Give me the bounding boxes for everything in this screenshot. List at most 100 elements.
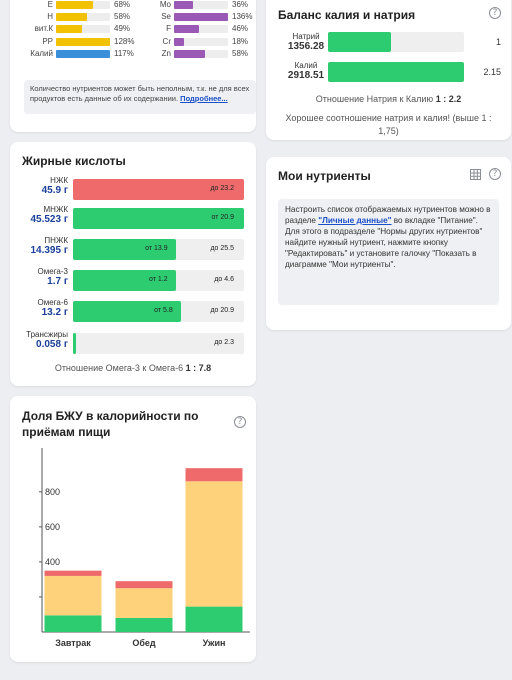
my-nutrients-hint: Настроить список отображаемых нутриентов… [278, 199, 499, 305]
fatty-acid-name: Омега-6 [37, 298, 68, 307]
fatty-acid-bar: от 13.9 до 25.5 [73, 239, 244, 260]
fatty-acid-value: 1.7 г [47, 276, 68, 287]
bar-segment [44, 575, 102, 616]
sodium-bar [328, 32, 464, 52]
nutrient-percent: 18% [232, 36, 249, 46]
bar-segment [44, 615, 102, 632]
nutrient-bar-fill [56, 25, 83, 34]
bju-stacked-bar-chart: 200400600800ЗавтракОбедУжин [39, 448, 250, 648]
fatty-acid-row: НЖК 45.9 г до 23.2 [10, 176, 256, 208]
help-icon[interactable]: ? [234, 416, 246, 428]
fatty-acids-card: Жирные кислоты НЖК 45.9 г до 23.2 МНЖК 45.52… [10, 142, 256, 386]
norm-max-label: до 23.2 [210, 185, 234, 192]
nutrient-bar-fill [174, 13, 228, 22]
norm-max-label: до 25.5 [210, 245, 234, 252]
help-icon[interactable]: ? [489, 168, 501, 180]
sodium-potassium-ratio: Отношение Натрия к Калию 1 : 2.2 [266, 94, 511, 104]
nutrient-bar [174, 25, 228, 34]
fatty-acid-name: Омега-3 [37, 267, 68, 276]
nutrient-name: H [47, 12, 53, 22]
fatty-acid-bar: от 1.2 до 4.6 [73, 270, 244, 291]
sodium-ratio-part: 1 [495, 37, 501, 47]
fatty-acid-row: ПНЖК 14.395 г от 13.9 до 25.5 [10, 236, 256, 268]
fatty-acid-value: 14.395 г [30, 245, 68, 256]
fatty-acid-bar: до 2.3 [73, 333, 244, 354]
potassium-ratio-part: 2.15 [483, 67, 501, 77]
fatty-acid-bar-fill [73, 208, 244, 229]
nutrient-percent: 58% [114, 12, 131, 22]
norm-min-label: от 5.8 [154, 307, 173, 314]
nutrient-percent: 136% [232, 12, 253, 22]
bju-calories-card: Доля БЖУ в калорийности по приёмам пищи … [10, 396, 256, 662]
omega-ratio: Отношение Омега-3 к Омега-6 1 : 7.8 [10, 363, 256, 373]
card-title: Мои нутриенты [278, 169, 371, 183]
nutrient-name: Se [161, 12, 171, 22]
nutrient-bar [56, 13, 110, 22]
potassium-value: 2918.51 [287, 70, 325, 81]
nutrient-name: E [47, 0, 53, 9]
nutrient-name: Калий [30, 48, 53, 58]
fatty-acid-bar-fill [73, 179, 244, 200]
norm-min-label: от 1.2 [148, 276, 168, 283]
nutrient-bar-fill [174, 25, 199, 34]
bar-segment [115, 617, 173, 632]
bar-segment [115, 588, 173, 618]
fatty-acid-bar: от 20.9 [73, 208, 244, 229]
nutrient-percent: 36% [232, 0, 249, 9]
nutrient-name: Zn [161, 48, 171, 58]
nutrient-bar-fill [174, 49, 206, 58]
nutrient-bar-fill [174, 1, 194, 9]
nutrient-name: PP [42, 36, 53, 46]
fatty-acid-bar-fill [73, 239, 176, 260]
fatty-acid-row: Омега-6 13.2 г от 5.8 до 20.9 [10, 298, 256, 330]
vitamins-minerals-card: E 68% H 58% вит.К 49% PP 128% Калий 117% Mo 36% Se 1… [10, 0, 256, 132]
card-title: Жирные кислоты [22, 154, 126, 168]
bar-segment [185, 606, 243, 632]
nutrient-percent: 58% [232, 48, 249, 58]
more-link[interactable]: Подробнее... [180, 94, 228, 103]
fatty-acid-value: 45.9 г [41, 185, 68, 196]
fatty-acid-bar: от 5.8 до 20.9 [73, 301, 244, 322]
sodium-bar-fill [328, 32, 391, 52]
nutrient-bar-fill [174, 37, 184, 46]
nutrient-bar-fill [56, 49, 110, 58]
nutrient-bar [56, 1, 110, 9]
bar-segment [185, 468, 243, 482]
nutrient-percent: 117% [114, 48, 134, 58]
y-tick-label: 400 [45, 557, 60, 567]
balance-note: Хорошее соотношение натрия и калия! (выш… [285, 113, 492, 136]
fatty-acid-bar-fill [73, 333, 77, 354]
fatty-acid-row: Омега-3 1.7 г от 1.2 до 4.6 [10, 267, 256, 299]
nutrient-bar-fill [56, 1, 93, 9]
hint-text-start: Настроить список отображаемых нутриентов… [285, 205, 491, 225]
norm-min-label: от 13.9 [145, 245, 168, 252]
fatty-acid-row: Трансжиры 0.058 г до 2.3 [10, 330, 256, 362]
personal-data-link[interactable]: "Личные данные" [318, 216, 392, 225]
sodium-value: 1356.28 [287, 41, 325, 52]
nutrient-bar [56, 25, 110, 34]
fatty-acid-value: 45.523 г [30, 214, 68, 225]
nutrient-bar-fill [56, 37, 110, 46]
note-text: Количество нутриентов может быть неполны… [30, 84, 250, 103]
bar-segment [115, 581, 173, 589]
nutrient-bar [174, 49, 228, 58]
fatty-acid-row: МНЖК 45.523 г от 20.9 [10, 205, 256, 237]
incomplete-data-note: Количество нутриентов может быть неполны… [24, 80, 256, 114]
sodium-label: Натрий [292, 32, 320, 41]
nutrient-bar [174, 37, 228, 46]
nutrient-percent: 49% [114, 24, 131, 34]
help-icon[interactable]: ? [489, 7, 501, 19]
omega-ratio-value: 1 : 7.8 [185, 363, 212, 373]
norm-min-label: от 20.9 [211, 214, 234, 221]
nutrient-bar [56, 37, 110, 46]
bar-segment [44, 570, 102, 576]
nutrient-percent: 68% [114, 0, 131, 9]
fatty-acid-name: ПНЖК [44, 236, 68, 245]
nutrient-name: Mo [159, 0, 171, 9]
fatty-acid-bar: до 23.2 [73, 179, 244, 200]
table-icon[interactable] [470, 169, 481, 180]
nutrient-name: Cr [162, 36, 171, 46]
y-tick-label: 600 [45, 522, 60, 532]
potassium-bar-fill [328, 62, 464, 82]
x-tick-label: Завтрак [55, 638, 91, 648]
